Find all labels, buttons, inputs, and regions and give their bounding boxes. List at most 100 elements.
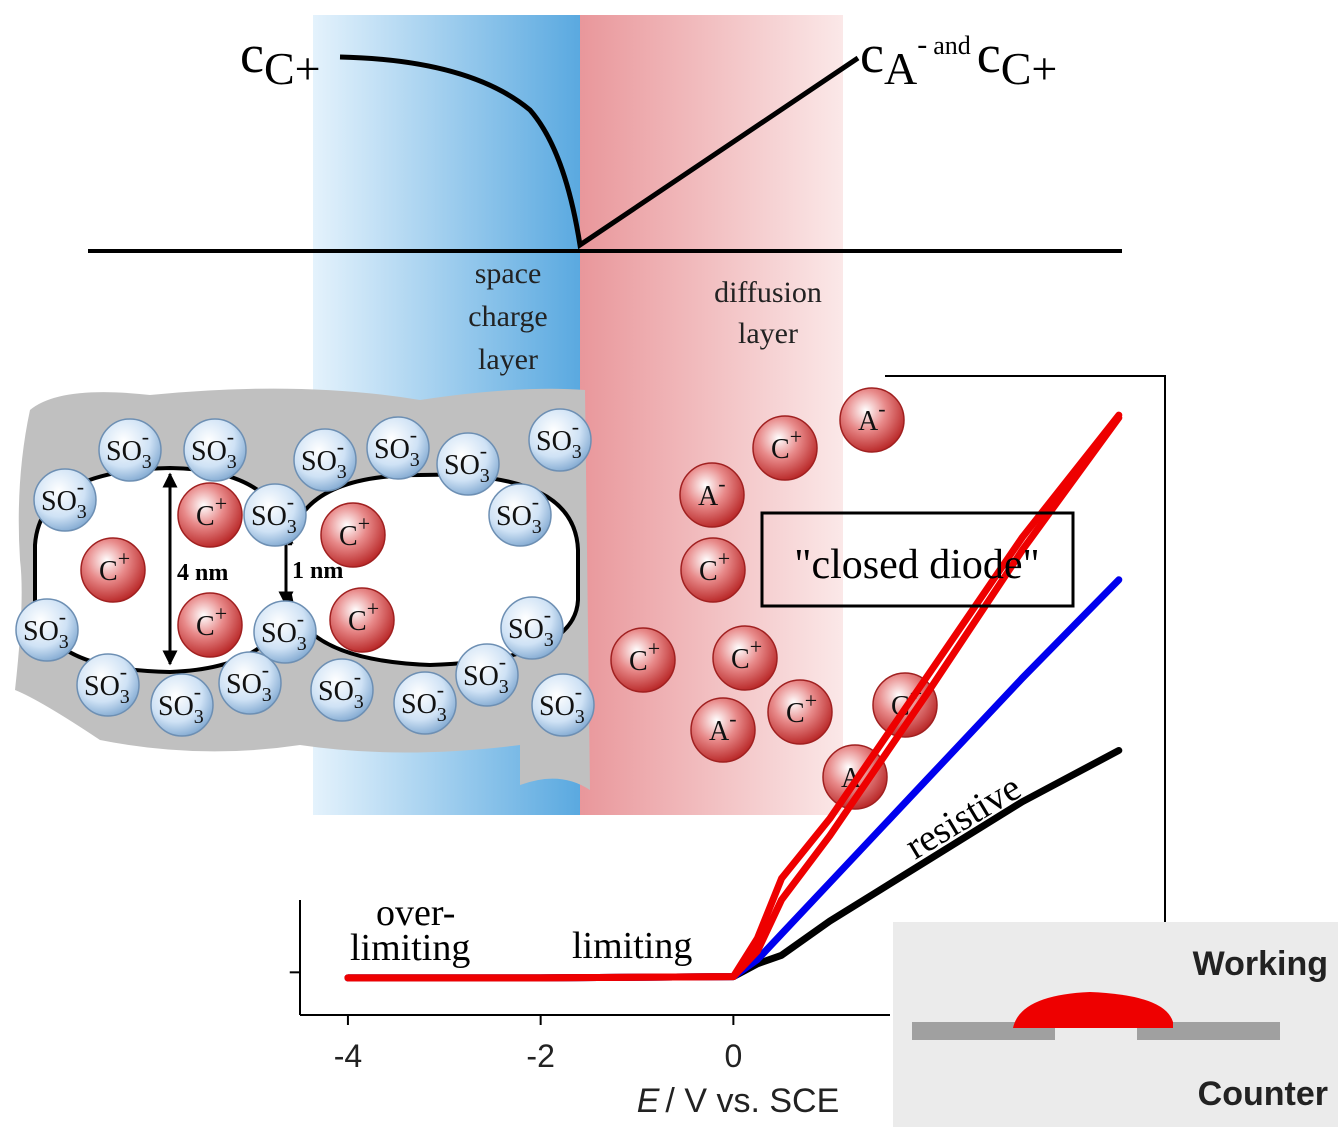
ion: SO3-	[150, 673, 214, 737]
ion: SO3-	[98, 418, 162, 482]
ion-sphere	[488, 483, 552, 547]
ion-sub: 3	[59, 631, 69, 653]
ion-base: C	[786, 698, 805, 729]
ion-sup: -	[354, 664, 361, 689]
ion-sub: 3	[532, 516, 542, 538]
ion-base: C	[699, 556, 718, 587]
ion-sub: 3	[499, 676, 509, 698]
ion-label: SO3-	[301, 434, 347, 483]
ion-base: C	[731, 644, 750, 675]
ion-sphere	[329, 587, 395, 653]
ion: A-	[679, 462, 745, 528]
ion: C+	[752, 415, 818, 481]
layer-label: layer	[738, 317, 798, 350]
ion-label: SO3-	[226, 657, 272, 706]
ion-sup: -	[287, 489, 294, 514]
ion: SO3-	[531, 673, 595, 737]
ion-label: C+	[699, 546, 730, 587]
ion-label: C+	[629, 636, 660, 677]
x-tick-label: -2	[526, 1038, 554, 1074]
diode-box	[760, 511, 1075, 608]
x-axis-var: E	[637, 1082, 660, 1120]
ion-sup: -	[142, 424, 149, 449]
ion-sup: +	[367, 596, 379, 621]
ion-label: SO3-	[463, 649, 509, 698]
chart-frame	[885, 375, 1166, 925]
inset-label: Working	[1193, 945, 1328, 983]
ion-sphere	[310, 658, 374, 722]
layer-label: layer	[478, 343, 538, 376]
ion-sup: -	[120, 659, 127, 684]
ion-base: SO	[191, 436, 227, 467]
ion-sup: -	[878, 396, 885, 421]
ion-sup: -	[532, 489, 539, 514]
ion: SO3-	[528, 408, 592, 472]
ion-label: SO3-	[158, 679, 204, 728]
ion-base: SO	[261, 618, 297, 649]
pore-size: 4 nm	[177, 560, 228, 586]
ion-sphere	[366, 416, 430, 480]
x-tick-label: 0	[724, 1038, 742, 1074]
ion-sup: -	[337, 434, 344, 459]
ion-base: SO	[84, 671, 120, 702]
ion-sphere	[33, 468, 97, 532]
ion-base: SO	[508, 614, 544, 645]
ion-sub: 3	[572, 441, 582, 463]
ion-sup: +	[750, 634, 762, 659]
ion-sphere	[150, 673, 214, 737]
ion-base: C	[196, 611, 215, 642]
ion-base: C	[196, 501, 215, 532]
ion-label: SO3-	[444, 438, 490, 487]
ion-sphere	[293, 428, 357, 492]
ion: SO3-	[393, 671, 457, 735]
ion-sup: -	[194, 679, 201, 704]
ion-sup: -	[297, 606, 304, 631]
ion-label: SO3-	[536, 414, 582, 463]
ion-label: SO3-	[191, 424, 237, 473]
annotation: over-	[376, 892, 455, 934]
ion: C+	[177, 592, 243, 658]
ion-base: SO	[463, 661, 499, 692]
ion: C+	[712, 625, 778, 691]
ion: C+	[329, 587, 395, 653]
ion-base: SO	[444, 450, 480, 481]
ion: C+	[80, 537, 146, 603]
layer-label: diffusion	[714, 276, 822, 309]
ion-label: C+	[771, 424, 802, 465]
ion-base: SO	[23, 616, 59, 647]
ion-sub: 3	[287, 516, 297, 538]
diode-label: "closed diode"	[794, 542, 1039, 588]
layer-label: charge	[468, 300, 547, 333]
ion-sub: 3	[410, 449, 420, 471]
ion-base: C	[99, 556, 118, 587]
x-axis-unit: / V vs. SCE	[665, 1082, 839, 1120]
ion-label: C+	[196, 601, 227, 642]
annotation: limiting	[572, 925, 692, 967]
ion-sup: -	[572, 414, 579, 439]
ion-base: SO	[41, 486, 77, 517]
ion-sphere	[177, 482, 243, 548]
ion-base: A	[841, 763, 862, 794]
ion-sup: -	[480, 438, 487, 463]
ion-label: SO3-	[318, 664, 364, 713]
ion-sub: 3	[480, 465, 490, 487]
ion-label: SO3-	[106, 424, 152, 473]
right-conc-label: cA-and cC+	[860, 24, 1057, 94]
x-tick-label: -4	[334, 1038, 362, 1074]
ion-base: SO	[226, 669, 262, 700]
ion-sub: 3	[354, 691, 364, 713]
ion-sphere	[243, 483, 307, 547]
ion-label: SO3-	[251, 489, 297, 538]
curve	[344, 411, 1123, 982]
layer-label: space	[475, 257, 542, 290]
ion-base: C	[629, 646, 648, 677]
ion-sphere	[177, 592, 243, 658]
ion-base: SO	[496, 501, 532, 532]
x-axis-label: E / V vs. SCE	[637, 1082, 840, 1120]
ion: C+	[767, 679, 833, 745]
ion-sphere	[393, 671, 457, 735]
ion-sphere	[455, 643, 519, 707]
ion-base: SO	[374, 434, 410, 465]
ion-sphere	[98, 418, 162, 482]
